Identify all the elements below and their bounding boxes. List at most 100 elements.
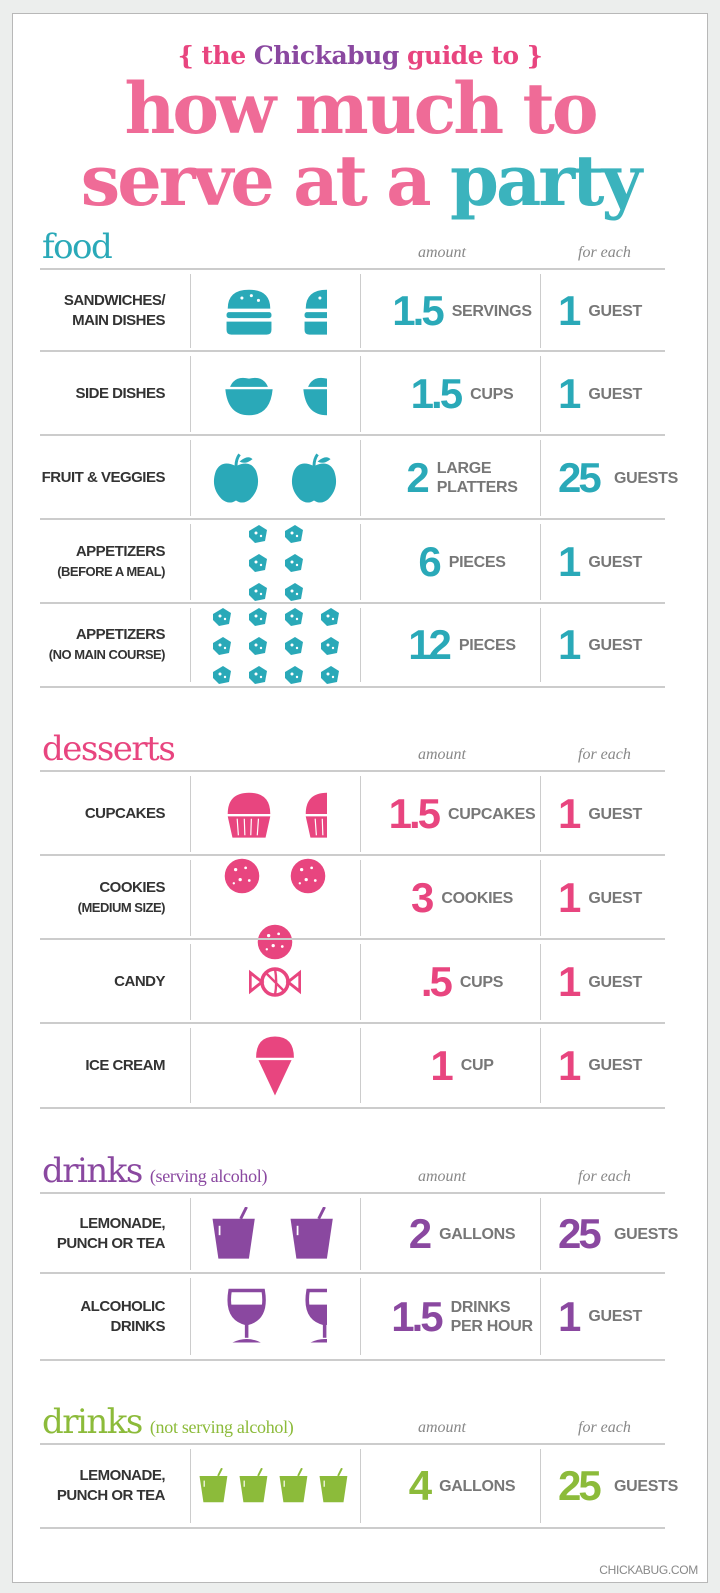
amount-value: 6 (418, 538, 441, 585)
title-line-2: serve at a party (0, 146, 720, 216)
item-label: Ice Cream (85, 1056, 165, 1076)
amount: 2 LARGE PLATTERS (382, 457, 542, 499)
candy-icon (249, 956, 301, 1008)
column-divider (190, 944, 191, 1020)
section-header: desserts amount for each (40, 726, 665, 770)
item-icons (190, 604, 360, 686)
column-header-for-each: for each (578, 746, 631, 763)
appetizer-icon (281, 579, 305, 603)
column-divider (540, 1198, 541, 1270)
cookie-icon (222, 856, 262, 896)
amount-unit: LARGE PLATTERS (436, 460, 518, 496)
appetizer-icon (245, 579, 269, 603)
table-row: Fruit & Veggies 2 LARGE PLATTERS 25 GUESTS (40, 434, 678, 520)
for-each-value: 1 (558, 621, 581, 668)
column-header-amount: amount (418, 244, 466, 261)
item-name: Cupcakes (84, 805, 166, 822)
for-each-value: 1 (558, 1041, 581, 1089)
footer-site[interactable]: CHICKABUG.COM (599, 1563, 698, 1577)
item-icons (190, 1194, 360, 1274)
for-each: 25 GUESTS (558, 1213, 678, 1255)
section-title-text: food (42, 227, 113, 267)
item-label: Appetizers (No Main Course) (49, 625, 166, 665)
column-divider (540, 1028, 541, 1103)
item-icons (190, 940, 360, 1024)
column-header-for-each: for each (578, 244, 631, 261)
amount-unit: CUPS (470, 385, 514, 403)
item-name: Cookies (99, 879, 165, 896)
amount: 1.5 DRINKS PER HOUR (382, 1295, 542, 1338)
column-divider (190, 1278, 191, 1355)
apple-icon (288, 452, 340, 504)
table-row: Ice Cream 1 CUP 1 GUEST (40, 1022, 665, 1109)
column-divider (360, 776, 361, 852)
section-note: (not serving alcohol) (149, 1417, 294, 1437)
amount-value: 3 (410, 874, 434, 921)
item-name-line2: Punch or Tea (56, 1487, 166, 1504)
appetizer-icon (245, 521, 269, 545)
item-icons (190, 352, 360, 436)
for-each-unit: GUESTS (614, 1477, 678, 1495)
cup-icon (288, 1207, 340, 1261)
cup-icon (278, 1468, 312, 1504)
for-each-unit: GUEST (588, 805, 642, 823)
amount-value: .5 (420, 958, 453, 1005)
table-row: Appetizers (No Main Course) 12 PIECES 1 GUE… (40, 602, 665, 688)
column-divider (360, 1028, 361, 1103)
appetizer-icon (245, 550, 269, 574)
appetizer-icon (281, 662, 305, 686)
column-header-for-each: for each (578, 1419, 631, 1436)
column-divider (360, 1198, 361, 1270)
amount: 2 GALLONS (382, 1213, 542, 1255)
section-title: drinks (serving alcohol) (42, 1154, 268, 1188)
amount-unit: SERVINGS (451, 302, 532, 320)
amount-unit: GALLONS (439, 1477, 516, 1495)
amount: 1.5 CUPS (382, 373, 542, 415)
amount-unit: DRINKS PER HOUR (450, 1298, 533, 1335)
for-each-unit: GUEST (588, 1308, 642, 1325)
burger-icon-half (301, 285, 327, 337)
table-row: Cupcakes 1.5 CUPCAKES 1 GUEST (40, 770, 665, 856)
column-divider (360, 1278, 361, 1355)
item-icons (190, 520, 360, 604)
item-icons (190, 1274, 360, 1359)
table-row: Alcoholic Drinks 1.5 DRINKS PER HOUR 1 GUES… (40, 1272, 665, 1361)
table-row: Cookies (Medium Size) 3 COOKIES 1 GUEST (40, 854, 665, 960)
cookie-icon (255, 922, 295, 962)
amount-unit: PIECES (458, 636, 516, 654)
item-name-line2: Punch or Tea (56, 1235, 166, 1252)
amount: 3 COOKIES (382, 877, 542, 919)
for-each: 1 GUEST (558, 373, 642, 415)
amount-value: 2 (408, 1210, 432, 1257)
for-each: 1 GUEST (558, 290, 642, 332)
for-each-value: 1 (558, 790, 581, 837)
section-title: drinks (not serving alcohol) (42, 1405, 294, 1439)
cookie-icon (288, 856, 328, 896)
appetizer-icon (281, 521, 305, 545)
item-name-line2: Drinks (110, 1317, 165, 1335)
for-each: 25 GUESTS (558, 1465, 678, 1507)
column-header-amount: amount (418, 1419, 466, 1436)
amount-value: 4 (408, 1462, 432, 1509)
item-label: Candy (114, 972, 165, 992)
cupcake-icon (223, 788, 275, 840)
item-label: Appetizers (Before a Meal) (57, 542, 165, 582)
item-icons (190, 856, 360, 960)
amount: .5 CUPS (382, 961, 542, 1003)
column-divider (190, 524, 191, 600)
item-name-line2: Main Dishes (72, 312, 165, 329)
for-each: 1 GUEST (558, 1041, 642, 1089)
section-title: desserts (42, 732, 176, 766)
column-divider (190, 440, 191, 516)
column-divider (540, 524, 541, 600)
for-each: 1 GUEST (558, 877, 642, 919)
bowl-icon-half (301, 368, 327, 420)
for-each-value: 1 (558, 874, 581, 921)
item-label: Alcoholic Drinks (80, 1297, 165, 1337)
item-name: Side Dishes (75, 385, 165, 402)
item-label: Side Dishes (75, 384, 165, 404)
for-each-value: 1 (558, 287, 581, 334)
column-divider (540, 860, 541, 936)
appetizer-icon (281, 550, 305, 574)
item-name: Appetizers (75, 626, 166, 643)
